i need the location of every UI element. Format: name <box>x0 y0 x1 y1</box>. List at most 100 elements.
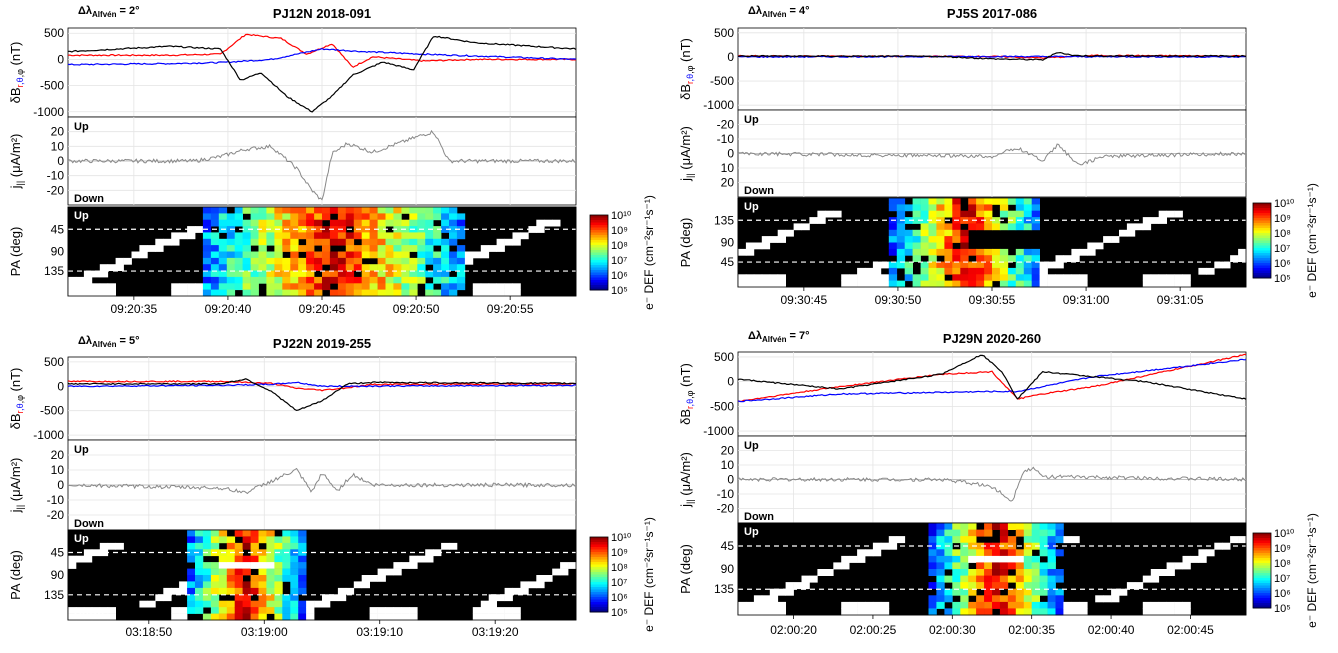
colorbar-tick-label: 10⁶ <box>611 270 628 282</box>
pa-cell <box>210 536 220 544</box>
pa-cell <box>1047 536 1056 544</box>
pa-cell <box>409 245 418 252</box>
pa-cell <box>738 608 747 616</box>
pa-cell <box>322 276 331 284</box>
pa-cell <box>992 601 1001 609</box>
pa-cell <box>242 257 251 265</box>
pa-cell <box>298 575 307 582</box>
j-ylabel: j|| (μA/m²) <box>678 452 695 508</box>
pa-cell <box>1031 248 1040 256</box>
pa-cell <box>369 276 378 284</box>
pa-cell <box>409 607 418 614</box>
pa-cell <box>377 607 386 614</box>
colorbar-segment <box>1253 203 1271 206</box>
delta-subscript: Alfvén <box>762 10 787 19</box>
pa-cell <box>258 575 267 582</box>
pa-cell <box>753 242 763 250</box>
pa-cell <box>361 283 370 291</box>
pa-cell <box>377 613 386 621</box>
pa-cell <box>976 575 985 583</box>
pa-cell <box>242 289 251 297</box>
pa-cell <box>195 600 204 608</box>
delta-subscript: Alfvén <box>92 340 117 349</box>
pa-cell <box>976 217 985 224</box>
pa-ylabel: PA (deg) <box>678 544 693 594</box>
pa-cell <box>801 223 810 231</box>
pa-cell <box>849 608 858 616</box>
pa-cell <box>984 595 993 603</box>
pa-cell <box>1142 575 1152 583</box>
pa-up-label: Up <box>74 210 89 222</box>
pa-cell <box>480 600 490 608</box>
pa-cell <box>1055 575 1064 583</box>
j-ylabel-unit: (μA/m²) <box>678 126 693 173</box>
pa-cell <box>999 204 1009 212</box>
pa-cell <box>504 613 513 621</box>
pa-cell <box>433 270 442 278</box>
colorbar-segment <box>590 230 608 233</box>
pa-cell <box>377 238 386 246</box>
pa-cell <box>218 245 228 252</box>
j-tick-label: 20 <box>721 444 735 458</box>
pa-cell <box>282 607 291 614</box>
pa-cell <box>928 267 937 275</box>
db-ylabel-text: δB <box>8 87 23 103</box>
pa-cell <box>904 242 913 250</box>
pa-cell <box>1023 223 1033 231</box>
pa-cell <box>322 600 331 608</box>
pa-cell <box>202 530 212 537</box>
pa-cell <box>75 613 85 621</box>
colorbar-label: e⁻ DEF (cm⁻²sr⁻¹s⁻¹) <box>1305 183 1319 298</box>
pa-cell <box>258 587 267 595</box>
x-tick-label: 09:20:50 <box>393 302 440 316</box>
pa-cell <box>107 264 116 271</box>
pa-cell <box>504 283 513 291</box>
pa-cell <box>1055 608 1064 616</box>
pa-cell <box>512 607 521 614</box>
delta-value: 2° <box>129 5 140 17</box>
pa-cell <box>841 280 850 288</box>
pa-cell <box>298 245 307 252</box>
j-ylabel-unit: (μA/m²) <box>8 458 23 505</box>
pa-cell <box>512 238 521 246</box>
pa-cell <box>880 261 890 269</box>
pa-cell <box>68 613 77 621</box>
pa-cell <box>992 248 1001 256</box>
pa-cell <box>1047 595 1056 603</box>
pa-cell <box>393 238 402 246</box>
pa-cell <box>769 595 779 603</box>
pa-cell <box>290 213 299 221</box>
pa-cell <box>1039 542 1048 550</box>
pa-cell <box>345 232 355 240</box>
pa-cell <box>1015 274 1025 282</box>
pa-cell <box>250 238 259 246</box>
pa-cell <box>282 575 291 582</box>
pa-cell <box>1023 248 1033 256</box>
j-tick-label: 20 <box>51 448 65 462</box>
pa-cell <box>952 255 961 262</box>
pa-cell <box>928 549 937 557</box>
pa-cell <box>1055 274 1064 282</box>
pa-cell <box>218 587 228 595</box>
pa-cell <box>258 549 267 557</box>
pa-cell <box>282 283 291 291</box>
x-tick-label: 09:20:55 <box>487 302 534 316</box>
pa-cell <box>896 536 906 544</box>
pa-cell <box>1031 223 1040 231</box>
j-down-label: Down <box>744 185 774 197</box>
pa-cell <box>920 236 929 243</box>
pa-cell <box>464 257 474 265</box>
pa-cell <box>841 601 850 609</box>
db-ylabel: δBr,θ,φ (nT) <box>678 38 695 100</box>
pa-cell <box>361 213 370 221</box>
pa-cell <box>809 575 818 583</box>
pa-cell <box>1031 582 1040 590</box>
pa-cell <box>250 251 259 259</box>
x-tick-label: 09:20:45 <box>299 302 346 316</box>
pa-cell <box>393 562 402 569</box>
pa-cell <box>337 213 347 221</box>
pa-cell <box>441 251 450 259</box>
pa-cell <box>314 219 323 227</box>
